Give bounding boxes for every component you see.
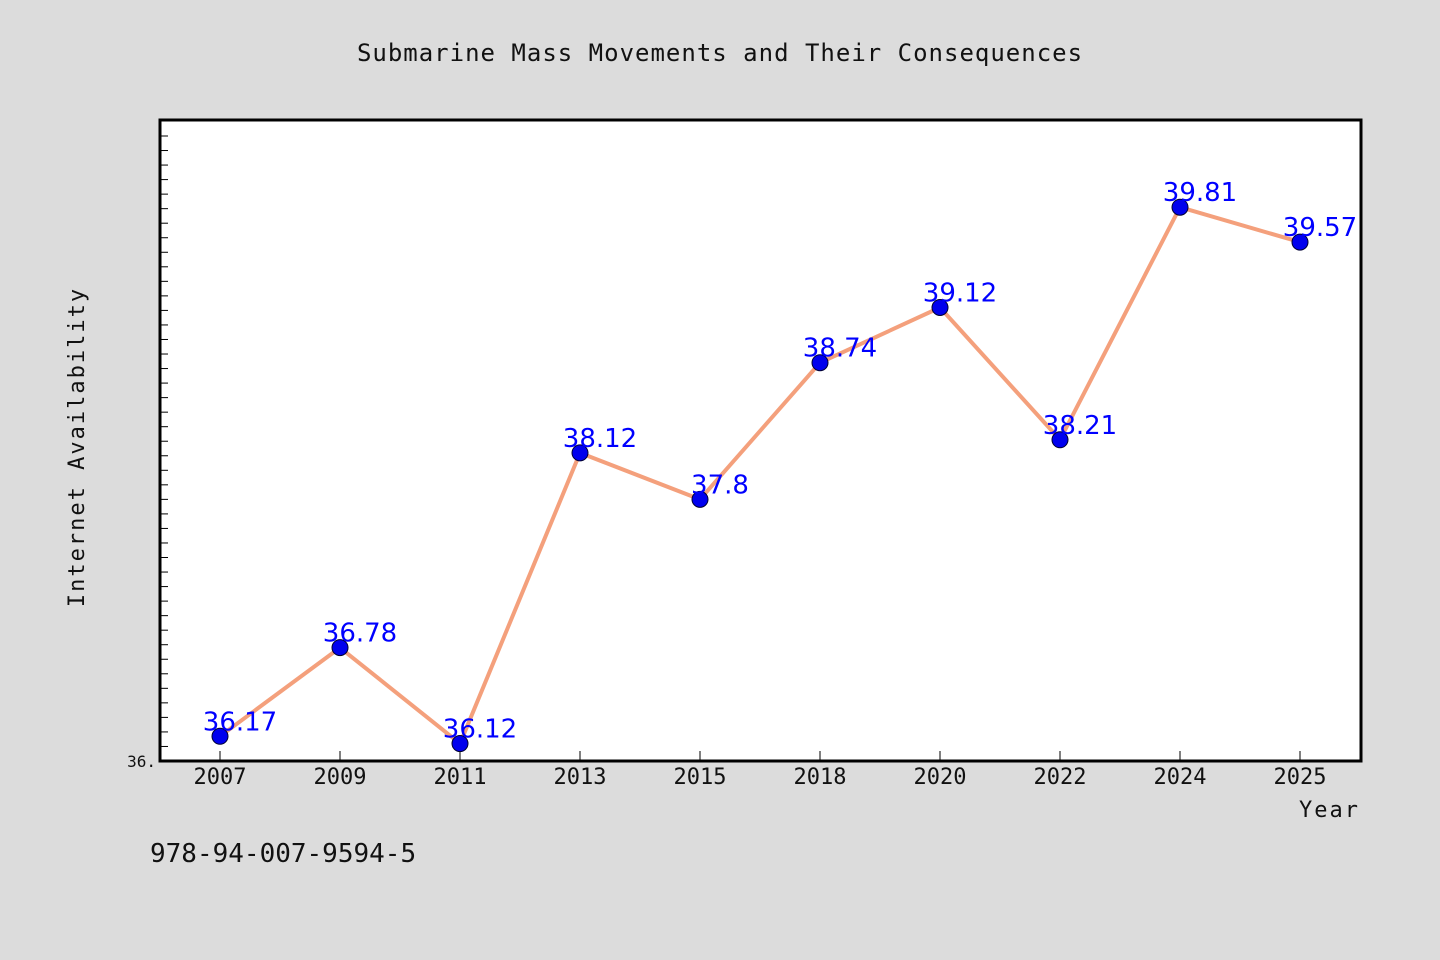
series-line: [218, 205, 1301, 746]
data-point: [1291, 233, 1309, 251]
data-label: 39.57: [1283, 213, 1357, 243]
x-tick-label: 2022: [1034, 765, 1087, 790]
plot-area: [158, 118, 1363, 763]
chart-title: Submarine Mass Movements and Their Conse…: [357, 39, 1083, 67]
data-point: [811, 354, 829, 372]
data-labels: 36.17 36.78 36.12 38.12 37.8 38.74 39.12 38.21 3…: [203, 178, 1357, 744]
data-label: 38.21: [1043, 411, 1117, 441]
y-tick-label: 36.: [127, 752, 156, 771]
data-label: 37.8: [691, 470, 749, 500]
data-point: [451, 735, 469, 753]
x-axis-ticks: 2007 2009 2011 2013 2015 2018 2020 2022 2024 2025: [194, 751, 1327, 790]
data-point: [1171, 198, 1189, 216]
data-label: 38.74: [803, 334, 877, 364]
data-markers: [211, 198, 1309, 753]
x-tick-label: 2015: [674, 765, 727, 790]
data-point: [1051, 431, 1069, 449]
data-label: 36.78: [323, 619, 397, 649]
x-tick-label: 2013: [554, 765, 607, 790]
x-tick-label: 2018: [794, 765, 847, 790]
data-label: 36.17: [203, 707, 277, 737]
y-axis-label: Internet Availability: [65, 287, 90, 607]
data-series: [218, 205, 1301, 746]
isbn-footnote: 978-94-007-9594-5: [150, 839, 416, 869]
data-label: 39.81: [1163, 178, 1237, 208]
y-axis-ticks: 36.: [127, 135, 168, 771]
x-axis-label: Year: [1299, 798, 1360, 823]
data-point: [331, 639, 349, 657]
data-point: [571, 444, 589, 462]
x-tick-label: 2024: [1154, 765, 1207, 790]
data-point: [211, 727, 229, 745]
x-tick-label: 2020: [914, 765, 967, 790]
data-point: [931, 299, 949, 317]
data-label: 39.12: [923, 279, 997, 309]
x-tick-label: 2025: [1274, 765, 1327, 790]
x-tick-label: 2011: [434, 765, 487, 790]
data-point: [691, 490, 709, 508]
data-label: 36.12: [443, 715, 517, 745]
data-label: 38.12: [563, 424, 637, 454]
x-tick-label: 2009: [314, 765, 367, 790]
x-tick-label: 2007: [194, 765, 247, 790]
